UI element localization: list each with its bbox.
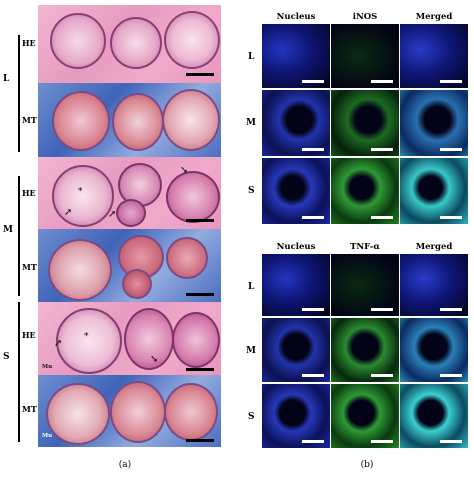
scale-bar bbox=[186, 439, 214, 442]
arrow-marker: ➘ bbox=[180, 165, 189, 176]
column-header-merged: Merged bbox=[415, 12, 453, 22]
column-header-inos: iNOS bbox=[352, 12, 378, 22]
stain-label-he: HE bbox=[22, 188, 36, 198]
fluorescence-l-merged bbox=[400, 24, 468, 88]
panel-b-caption: (b) bbox=[360, 460, 374, 470]
stain-label-mt: MT bbox=[22, 115, 37, 125]
stain-label-he: HE bbox=[22, 38, 36, 48]
arrow-marker: ➘ bbox=[150, 354, 159, 365]
fluorescence-l-merged bbox=[400, 254, 468, 316]
fluorescence-m-inos bbox=[331, 90, 399, 156]
mu-label: Mu bbox=[42, 364, 53, 370]
column-header-tnf-alpha: TNF-α bbox=[350, 242, 380, 252]
mu-label: Mu bbox=[42, 433, 53, 439]
stain-label-he: HE bbox=[22, 330, 36, 340]
fluorescence-s-inos bbox=[331, 158, 399, 224]
row-label-m: M bbox=[246, 346, 256, 356]
micrograph-m-mt bbox=[38, 229, 221, 302]
stain-label-mt: MT bbox=[22, 262, 37, 272]
row-label-l: L bbox=[248, 52, 255, 62]
group-bracket-s bbox=[18, 302, 20, 442]
group-label-s: S bbox=[3, 352, 10, 362]
scale-bar bbox=[186, 73, 214, 76]
scale-bar bbox=[186, 293, 214, 296]
group-label-l: L bbox=[3, 74, 10, 84]
fluorescence-l-inos bbox=[331, 24, 399, 88]
asterisk-marker: * bbox=[84, 332, 89, 342]
fluorescence-m-nucleus bbox=[262, 90, 330, 156]
arrow-marker: ➚ bbox=[108, 209, 117, 220]
row-label-s: S bbox=[248, 186, 255, 196]
fluorescence-s-tnf-alpha bbox=[331, 384, 399, 448]
fluorescence-m-nucleus bbox=[262, 318, 330, 382]
stain-label-mt: MT bbox=[22, 404, 37, 414]
column-header-nucleus: Nucleus bbox=[276, 12, 316, 22]
column-header-merged: Merged bbox=[415, 242, 453, 252]
micrograph-l-he bbox=[38, 5, 221, 83]
fluorescence-s-nucleus bbox=[262, 384, 330, 448]
fluorescence-m-merged bbox=[400, 318, 468, 382]
arrow-marker: ➚ bbox=[54, 338, 63, 349]
fluorescence-m-tnf-alpha bbox=[331, 318, 399, 382]
row-label-m: M bbox=[246, 118, 256, 128]
scale-bar bbox=[186, 368, 214, 371]
asterisk-marker: * bbox=[78, 187, 83, 197]
group-label-m: M bbox=[3, 225, 13, 235]
fluorescence-s-merged bbox=[400, 158, 468, 224]
panel-a-caption: (a) bbox=[118, 460, 132, 470]
fluorescence-s-nucleus bbox=[262, 158, 330, 224]
fluorescence-l-tnf-alpha bbox=[331, 254, 399, 316]
micrograph-s-he: * ➚ ➘ Mu bbox=[38, 302, 221, 375]
fluorescence-l-nucleus bbox=[262, 24, 330, 88]
micrograph-m-he: * ➚ ➚ ➘ bbox=[38, 157, 221, 229]
arrow-marker: ➚ bbox=[64, 207, 73, 218]
group-bracket-l bbox=[18, 35, 20, 152]
scale-bar bbox=[186, 219, 214, 222]
fluorescence-l-nucleus bbox=[262, 254, 330, 316]
micrograph-l-mt bbox=[38, 83, 221, 157]
row-label-l: L bbox=[248, 282, 255, 292]
column-header-nucleus: Nucleus bbox=[276, 242, 316, 252]
fluorescence-m-merged bbox=[400, 90, 468, 156]
group-bracket-m bbox=[18, 176, 20, 296]
row-label-s: S bbox=[248, 412, 255, 422]
micrograph-s-mt: Mu bbox=[38, 375, 221, 447]
fluorescence-s-merged bbox=[400, 384, 468, 448]
